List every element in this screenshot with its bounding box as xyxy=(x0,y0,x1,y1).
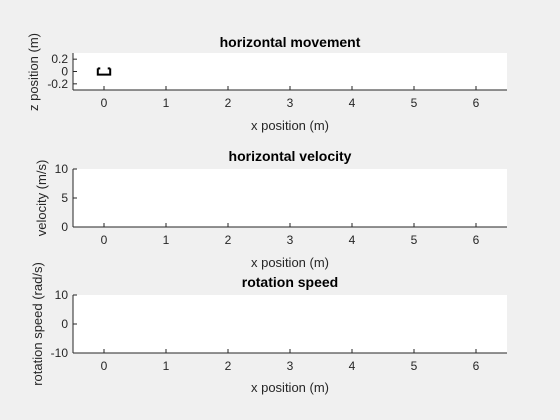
y-tick-label: -10 xyxy=(51,346,69,360)
x-tick-label: 3 xyxy=(287,96,294,110)
y-tick-label: 0 xyxy=(61,220,68,234)
x-tick-label: 5 xyxy=(411,96,418,110)
x-axis-label: x position (m) xyxy=(251,255,329,270)
x-tick-label: 6 xyxy=(473,96,480,110)
x-tick-label: 2 xyxy=(225,233,232,247)
x-tick-label: 0 xyxy=(101,359,108,373)
y-tick-label: 5 xyxy=(61,191,68,205)
subplot-horizontal-movement: 0 1 2 3 4 5 6-0.200.2 horizontal movement x po… xyxy=(26,33,507,133)
y-tick-label: 0.2 xyxy=(51,52,68,66)
y-axis-label: velocity (m/s) xyxy=(34,160,49,237)
x-tick-label: 2 xyxy=(225,96,232,110)
tick-group: 0 1 2 3 4 5 6-0.200.2 xyxy=(47,52,479,110)
plot-area xyxy=(73,169,507,227)
chart-title: horizontal velocity xyxy=(229,148,352,164)
x-tick-label: 5 xyxy=(411,233,418,247)
y-tick-label: -0.2 xyxy=(47,77,68,91)
x-tick-label: 3 xyxy=(287,233,294,247)
x-tick-label: 3 xyxy=(287,359,294,373)
plot-area xyxy=(73,295,507,353)
x-tick-label: 6 xyxy=(473,233,480,247)
data-layer xyxy=(96,67,112,76)
x-tick-label: 0 xyxy=(101,233,108,247)
tick-group: 0 1 2 3 4 5 6 0 5 10 xyxy=(55,162,480,247)
x-axis-label: x position (m) xyxy=(251,118,329,133)
x-tick-label: 4 xyxy=(349,96,356,110)
subplot-horizontal-velocity: 0 1 2 3 4 5 6 0 5 10 horizontal velocity x positi… xyxy=(34,148,507,270)
y-tick-label: 0 xyxy=(61,317,68,331)
x-tick-label: 4 xyxy=(349,359,356,373)
y-tick-label: 0 xyxy=(61,65,68,79)
x-tick-label: 1 xyxy=(163,359,170,373)
x-tick-label: 1 xyxy=(163,233,170,247)
y-axis-label: rotation speed (rad/s) xyxy=(30,262,45,386)
x-tick-label: 1 xyxy=(163,96,170,110)
x-tick-label: 6 xyxy=(473,359,480,373)
x-tick-label: 4 xyxy=(349,233,356,247)
y-tick-label: 10 xyxy=(55,288,69,302)
chart-title: rotation speed xyxy=(242,274,338,290)
plot-area xyxy=(73,53,507,90)
tick-group: 0 1 2 3 4 5 6 -10 0 10 xyxy=(51,288,480,373)
y-axis-label: z position (m) xyxy=(26,33,41,111)
x-tick-label: 5 xyxy=(411,359,418,373)
subplot-rotation-speed: 0 1 2 3 4 5 6 -10 0 10 rotation speed x position … xyxy=(30,262,507,395)
chart-title: horizontal movement xyxy=(220,34,361,50)
data-series-line xyxy=(96,68,112,76)
x-axis-label: x position (m) xyxy=(251,380,329,395)
y-tick-label: 10 xyxy=(55,162,69,176)
x-tick-label: 0 xyxy=(101,96,108,110)
x-tick-label: 2 xyxy=(225,359,232,373)
